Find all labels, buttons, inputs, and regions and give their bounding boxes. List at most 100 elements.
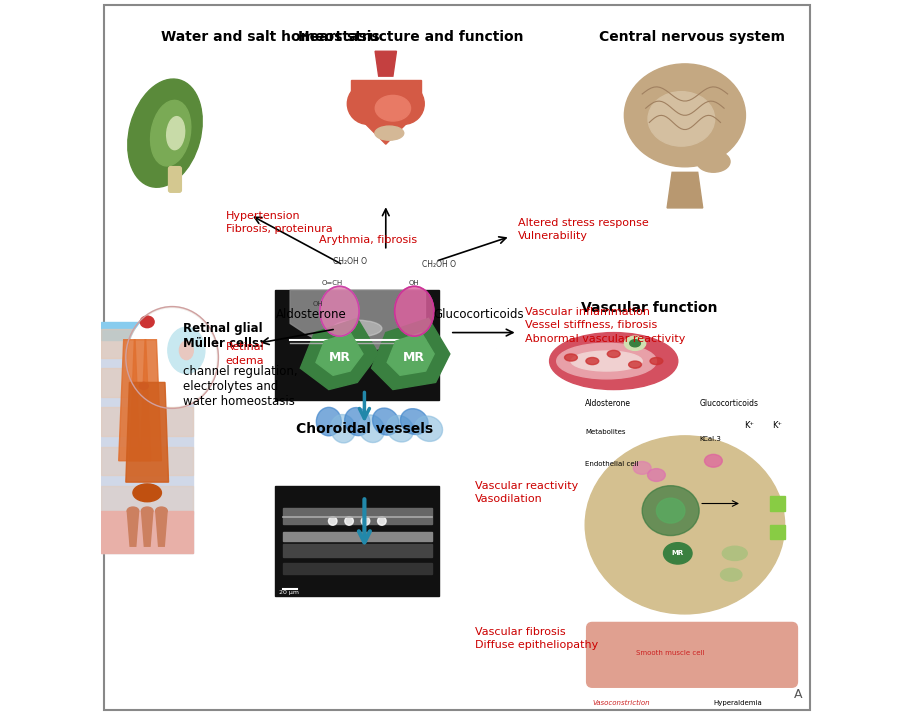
Polygon shape	[316, 332, 363, 375]
FancyBboxPatch shape	[587, 623, 797, 687]
FancyBboxPatch shape	[101, 325, 194, 553]
Text: Aldosterone: Aldosterone	[585, 399, 632, 408]
Ellipse shape	[155, 507, 167, 514]
Polygon shape	[140, 340, 162, 460]
Ellipse shape	[395, 286, 434, 336]
Polygon shape	[142, 511, 153, 546]
Text: Vascular fibrosis
Diffuse epitheliopathy: Vascular fibrosis Diffuse epitheliopathy	[474, 627, 598, 651]
Text: Glucocorticoids: Glucocorticoids	[699, 399, 758, 408]
Polygon shape	[130, 340, 151, 460]
Ellipse shape	[705, 454, 722, 467]
FancyBboxPatch shape	[101, 511, 194, 553]
Ellipse shape	[565, 354, 578, 361]
Text: MR: MR	[403, 351, 425, 364]
Text: channel regulation,
electrolytes and
water homeostasis: channel regulation, electrolytes and wat…	[183, 365, 297, 408]
Ellipse shape	[647, 468, 665, 481]
Ellipse shape	[585, 436, 784, 614]
Text: MR: MR	[328, 351, 350, 364]
Ellipse shape	[414, 416, 442, 441]
Text: O=CH: O=CH	[322, 280, 343, 286]
Ellipse shape	[722, 546, 748, 561]
Ellipse shape	[375, 126, 404, 140]
Ellipse shape	[333, 320, 382, 337]
Ellipse shape	[720, 568, 742, 581]
Text: K⁺: K⁺	[772, 420, 782, 430]
Text: Heart structure and function: Heart structure and function	[298, 30, 524, 44]
Text: A: A	[794, 688, 802, 701]
Polygon shape	[119, 340, 140, 460]
Polygon shape	[771, 496, 784, 511]
Ellipse shape	[648, 92, 715, 146]
Ellipse shape	[179, 341, 193, 360]
Text: CH₂OH O: CH₂OH O	[334, 257, 367, 266]
Ellipse shape	[624, 64, 746, 167]
Text: KCal.3: KCal.3	[699, 436, 721, 443]
Ellipse shape	[128, 309, 216, 406]
Text: Arythmia, fibrosis: Arythmia, fibrosis	[319, 235, 417, 245]
FancyBboxPatch shape	[282, 544, 432, 558]
Polygon shape	[371, 318, 450, 390]
Text: Central nervous system: Central nervous system	[599, 30, 785, 44]
Text: Vascular inflammation
Vessel stiffness, fibrosis
Abnormal vascular reactivity: Vascular inflammation Vessel stiffness, …	[525, 307, 685, 344]
Text: Vasoconstriction: Vasoconstriction	[592, 700, 650, 706]
Ellipse shape	[126, 307, 218, 408]
Text: CH₂OH O: CH₂OH O	[422, 260, 456, 270]
FancyBboxPatch shape	[101, 447, 194, 475]
Text: Water and salt homeostasis: Water and salt homeostasis	[162, 30, 380, 44]
Polygon shape	[155, 511, 167, 546]
Polygon shape	[771, 525, 784, 539]
Ellipse shape	[630, 340, 641, 347]
Ellipse shape	[549, 332, 678, 390]
Text: Endothelial cell: Endothelial cell	[585, 461, 639, 468]
Ellipse shape	[696, 151, 730, 172]
Polygon shape	[667, 172, 703, 208]
Ellipse shape	[142, 507, 153, 514]
Text: OH: OH	[313, 301, 324, 307]
Ellipse shape	[387, 415, 413, 442]
Ellipse shape	[376, 95, 410, 121]
Text: Aldosterone: Aldosterone	[276, 308, 346, 321]
Text: Hyperaldemia: Hyperaldemia	[714, 700, 762, 706]
FancyBboxPatch shape	[101, 322, 194, 340]
FancyBboxPatch shape	[101, 368, 194, 397]
FancyBboxPatch shape	[104, 5, 810, 710]
Text: Retinal
edema: Retinal edema	[226, 342, 264, 365]
FancyBboxPatch shape	[282, 532, 432, 541]
Text: Retinal glial
Müller cells:: Retinal glial Müller cells:	[183, 322, 263, 350]
Ellipse shape	[664, 543, 692, 564]
Circle shape	[383, 83, 424, 124]
Text: Smooth muscle cell: Smooth muscle cell	[636, 650, 705, 656]
Text: Altered stress response
Vulnerability: Altered stress response Vulnerability	[517, 217, 648, 241]
Ellipse shape	[151, 100, 191, 166]
Text: OH: OH	[409, 280, 420, 286]
Circle shape	[377, 517, 386, 526]
Ellipse shape	[316, 408, 341, 436]
Circle shape	[345, 517, 354, 526]
Ellipse shape	[127, 507, 139, 514]
Circle shape	[328, 517, 337, 526]
Text: Choroidal vessels: Choroidal vessels	[296, 422, 433, 435]
Ellipse shape	[650, 358, 663, 365]
Text: Vascular reactivity
Vasodilation: Vascular reactivity Vasodilation	[474, 481, 578, 504]
Polygon shape	[127, 511, 139, 546]
Ellipse shape	[571, 351, 643, 371]
FancyBboxPatch shape	[168, 167, 181, 192]
Text: K⁺: K⁺	[744, 420, 754, 430]
FancyBboxPatch shape	[282, 508, 432, 524]
Ellipse shape	[586, 358, 599, 365]
FancyBboxPatch shape	[101, 329, 194, 358]
Polygon shape	[375, 51, 397, 77]
Ellipse shape	[320, 286, 359, 336]
FancyBboxPatch shape	[282, 563, 432, 574]
Ellipse shape	[168, 327, 205, 373]
Ellipse shape	[345, 408, 370, 435]
FancyBboxPatch shape	[275, 485, 440, 596]
Text: Glucocorticoids: Glucocorticoids	[433, 308, 524, 321]
FancyBboxPatch shape	[275, 290, 440, 400]
Text: Metabolites: Metabolites	[585, 429, 626, 435]
Ellipse shape	[656, 498, 685, 523]
Circle shape	[347, 83, 388, 124]
Ellipse shape	[128, 79, 202, 187]
Polygon shape	[126, 383, 168, 482]
Polygon shape	[351, 80, 421, 109]
